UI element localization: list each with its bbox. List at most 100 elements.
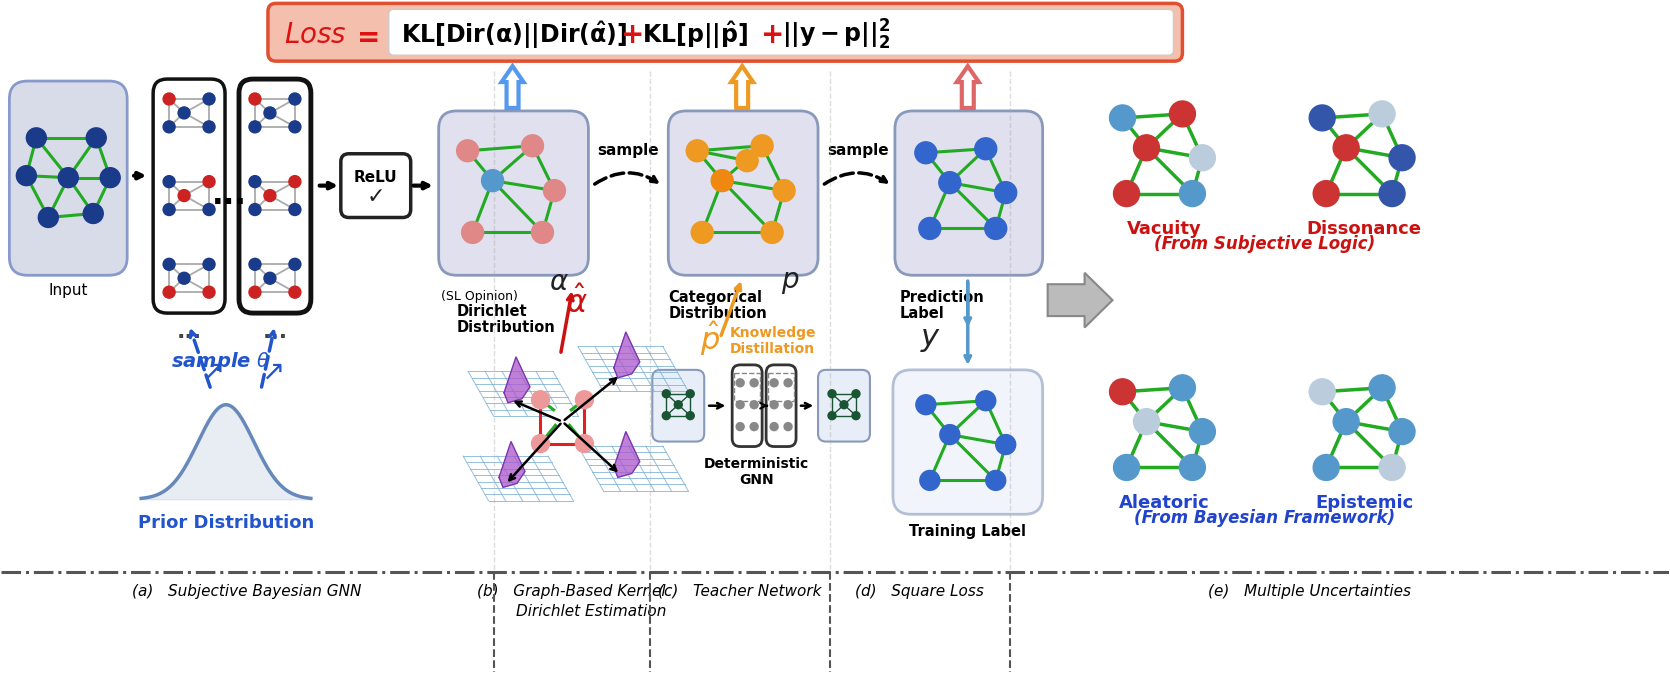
- Text: ...: ...: [177, 322, 202, 342]
- FancyBboxPatch shape: [239, 79, 311, 313]
- Circle shape: [164, 258, 175, 271]
- Circle shape: [1109, 379, 1136, 404]
- Text: (b)   Graph-Based Kernel
        Dirichlet Estimation: (b) Graph-Based Kernel Dirichlet Estimat…: [476, 584, 666, 618]
- Circle shape: [1389, 145, 1414, 171]
- Circle shape: [750, 379, 758, 387]
- Circle shape: [995, 435, 1015, 454]
- Text: Epistemic: Epistemic: [1314, 495, 1413, 512]
- Circle shape: [1309, 105, 1336, 131]
- Circle shape: [750, 423, 758, 431]
- Text: $\boldsymbol{=}$: $\boldsymbol{=}$: [351, 22, 379, 49]
- Circle shape: [686, 390, 695, 398]
- Circle shape: [27, 128, 47, 148]
- Circle shape: [985, 470, 1005, 491]
- Circle shape: [852, 390, 860, 398]
- Text: Dissonance: Dissonance: [1306, 221, 1421, 238]
- Circle shape: [785, 400, 792, 409]
- Circle shape: [736, 379, 745, 387]
- Text: $\mathbf{KL[Dir(\alpha)||Dir(\hat{\alpha})]}$: $\mathbf{KL[Dir(\alpha)||Dir(\hat{\alpha…: [401, 20, 628, 51]
- FancyBboxPatch shape: [267, 3, 1182, 61]
- FancyBboxPatch shape: [818, 370, 870, 441]
- Text: $\nearrow$: $\nearrow$: [256, 358, 282, 386]
- Circle shape: [1333, 409, 1359, 435]
- Circle shape: [1179, 180, 1206, 207]
- Text: $\nearrow$: $\nearrow$: [195, 358, 224, 386]
- Circle shape: [975, 391, 995, 411]
- Text: Knowledge: Knowledge: [730, 326, 817, 340]
- Circle shape: [204, 258, 215, 271]
- Circle shape: [204, 203, 215, 215]
- Circle shape: [663, 390, 670, 398]
- Circle shape: [249, 258, 261, 271]
- Circle shape: [264, 190, 276, 201]
- Circle shape: [1134, 135, 1159, 161]
- Polygon shape: [615, 332, 640, 378]
- Circle shape: [919, 217, 940, 240]
- Circle shape: [691, 221, 713, 244]
- Circle shape: [204, 176, 215, 188]
- Circle shape: [521, 135, 543, 157]
- Circle shape: [1379, 180, 1404, 207]
- FancyArrow shape: [957, 66, 979, 108]
- Circle shape: [1333, 135, 1359, 161]
- Circle shape: [675, 400, 683, 409]
- Circle shape: [289, 93, 301, 105]
- Circle shape: [264, 107, 276, 119]
- Text: Categorical: Categorical: [668, 290, 762, 305]
- Polygon shape: [615, 431, 640, 477]
- Text: sample: sample: [598, 143, 660, 157]
- Circle shape: [752, 135, 773, 157]
- FancyBboxPatch shape: [731, 365, 762, 447]
- Circle shape: [164, 286, 175, 298]
- Circle shape: [785, 379, 792, 387]
- Text: Dirichlet: Dirichlet: [456, 304, 528, 319]
- FancyArrow shape: [501, 66, 523, 108]
- Circle shape: [249, 121, 261, 133]
- FancyBboxPatch shape: [653, 370, 705, 441]
- Polygon shape: [504, 357, 529, 402]
- FancyBboxPatch shape: [341, 153, 411, 217]
- Circle shape: [531, 221, 553, 244]
- Text: (SL Opinion): (SL Opinion): [441, 290, 518, 304]
- FancyBboxPatch shape: [154, 79, 225, 313]
- Text: Label: Label: [900, 306, 945, 321]
- Circle shape: [1189, 419, 1216, 445]
- Circle shape: [985, 217, 1007, 240]
- FancyBboxPatch shape: [668, 111, 818, 275]
- Circle shape: [773, 180, 795, 201]
- FancyArrow shape: [1047, 273, 1112, 328]
- Text: $\hat{p}$: $\hat{p}$: [700, 320, 720, 359]
- Text: Aleatoric: Aleatoric: [1119, 495, 1209, 512]
- Circle shape: [785, 423, 792, 431]
- Circle shape: [975, 138, 997, 160]
- Circle shape: [576, 391, 593, 409]
- Text: $\boldsymbol{\mathit{Loss}}$: $\boldsymbol{\mathit{Loss}}$: [284, 22, 347, 49]
- Circle shape: [915, 142, 937, 164]
- Text: Distribution: Distribution: [668, 306, 767, 321]
- Text: $\mathbf{KL[p||\hat{p}]}$: $\mathbf{KL[p||\hat{p}]}$: [643, 20, 748, 51]
- Circle shape: [531, 435, 549, 452]
- Circle shape: [840, 400, 848, 409]
- Circle shape: [289, 121, 301, 133]
- Circle shape: [1114, 180, 1139, 207]
- Circle shape: [179, 273, 190, 284]
- Circle shape: [553, 408, 571, 425]
- Text: $\mathbf{||y - p||_2^2}$: $\mathbf{||y - p||_2^2}$: [782, 18, 890, 52]
- Polygon shape: [499, 441, 524, 487]
- Circle shape: [164, 121, 175, 133]
- Circle shape: [204, 93, 215, 105]
- Circle shape: [1179, 454, 1206, 481]
- Text: (d)   Square Loss: (d) Square Loss: [855, 584, 984, 599]
- Circle shape: [58, 168, 78, 188]
- Circle shape: [1169, 101, 1196, 127]
- Circle shape: [164, 176, 175, 188]
- Circle shape: [543, 180, 566, 201]
- Circle shape: [852, 412, 860, 420]
- Bar: [735, 373, 760, 400]
- Circle shape: [770, 400, 778, 409]
- Circle shape: [736, 150, 758, 172]
- Circle shape: [17, 166, 37, 186]
- Text: (a)   Subjective Bayesian GNN: (a) Subjective Bayesian GNN: [132, 584, 362, 599]
- Text: $\hat{\alpha}$: $\hat{\alpha}$: [566, 285, 588, 318]
- Text: Prior Distribution: Prior Distribution: [139, 514, 314, 532]
